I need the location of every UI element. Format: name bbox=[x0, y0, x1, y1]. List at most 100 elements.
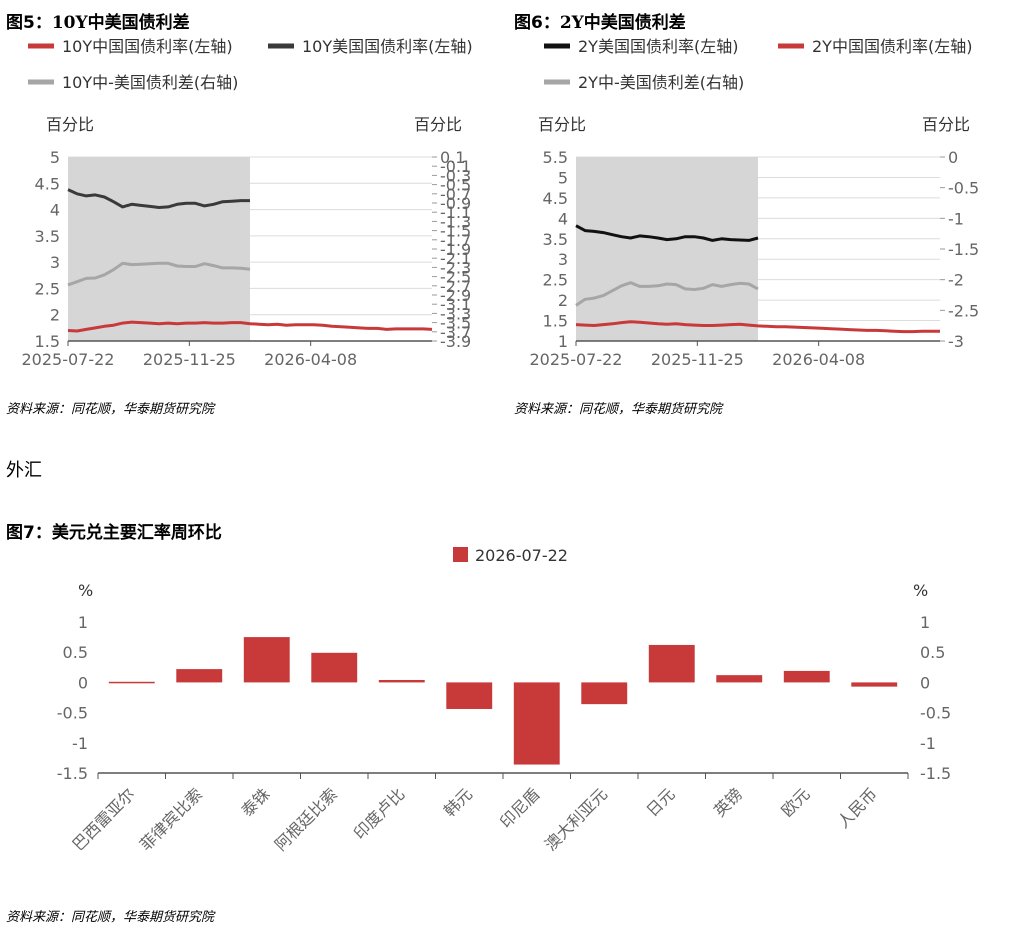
x-tick-label: 2025-11-25 bbox=[651, 350, 744, 369]
figure-5-title-prefix: 图5： bbox=[6, 13, 52, 33]
category-label: 欧元 bbox=[778, 784, 814, 820]
series-line-2 bbox=[575, 320, 940, 334]
bar-11 bbox=[783, 670, 830, 683]
legend-label-3: 10Y中-美国债利差(右轴) bbox=[62, 73, 238, 92]
series-line-3 bbox=[67, 261, 251, 287]
figure-5-source: 资料来源：同花顺，华泰期货研究院 bbox=[6, 402, 215, 417]
legend-label-2: 2Y中国国债利率(左轴) bbox=[812, 37, 972, 56]
right-tick-label: -1 bbox=[948, 209, 964, 228]
right-tick-label: -0.7 bbox=[440, 185, 471, 204]
x-tick-label: 2026-04-08 bbox=[772, 350, 865, 369]
left-tick-label: 2 bbox=[50, 306, 60, 325]
right-tick-label: -0.9 bbox=[440, 194, 471, 213]
right-tick-label: -3.5 bbox=[440, 314, 471, 333]
right-axis-unit: % bbox=[913, 581, 928, 600]
left-axis-unit: 百分比 bbox=[46, 115, 94, 134]
right-tick-label: -3.3 bbox=[440, 304, 471, 323]
left-tick-label: 3.5 bbox=[35, 227, 60, 246]
figure-7-source: 资料来源：同花顺，华泰期货研究院 bbox=[6, 910, 215, 925]
bar-6 bbox=[446, 682, 493, 709]
bar-7 bbox=[513, 682, 560, 765]
right-tick-label: -3 bbox=[948, 332, 964, 351]
figure-6-title: 图6：2Y中美国债利差 bbox=[514, 8, 686, 33]
left-tick-label: 5 bbox=[558, 168, 568, 187]
category-label: 澳大利亚元 bbox=[541, 784, 611, 854]
left-tick-label: -0.5 bbox=[57, 704, 88, 723]
right-tick-label: -3.7 bbox=[440, 323, 471, 342]
series-line-1 bbox=[67, 320, 433, 333]
category-label: 日元 bbox=[643, 784, 679, 820]
right-tick-label: -1.9 bbox=[440, 240, 471, 259]
right-tick-label: -1.5 bbox=[440, 222, 471, 241]
right-tick-label: 0.5 bbox=[920, 643, 945, 662]
right-tick-label: -2.7 bbox=[440, 277, 471, 296]
x-tick-label: 2025-07-22 bbox=[22, 350, 115, 369]
left-tick-label: 3 bbox=[558, 250, 568, 269]
left-tick-label: 2.5 bbox=[543, 271, 568, 290]
right-tick-label: -2 bbox=[948, 271, 964, 290]
left-tick-label: 4 bbox=[50, 201, 60, 220]
left-tick-label: 5.5 bbox=[543, 148, 568, 167]
shaded-region bbox=[576, 157, 758, 341]
figure-6-title-prefix: 图6： bbox=[514, 13, 560, 33]
bar-1 bbox=[108, 681, 155, 684]
left-tick-label: 3.5 bbox=[543, 230, 568, 249]
left-tick-label: 4 bbox=[558, 209, 568, 228]
left-tick-label: 2.5 bbox=[35, 279, 60, 298]
right-tick-label: 1 bbox=[920, 613, 930, 632]
right-tick-label: -1.5 bbox=[948, 240, 979, 259]
legend-swatch bbox=[453, 547, 468, 562]
left-tick-label: 0.5 bbox=[63, 643, 88, 662]
x-tick-label: 2025-11-25 bbox=[143, 350, 236, 369]
figure-7-title: 图7：美元兑主要汇率周环比 bbox=[6, 523, 222, 543]
bar-3 bbox=[243, 637, 290, 683]
figure-6-source: 资料来源：同花顺，华泰期货研究院 bbox=[514, 402, 723, 417]
right-tick-label: -2.9 bbox=[440, 286, 471, 305]
right-tick-label: -0.5 bbox=[948, 179, 979, 198]
left-tick-label: 3 bbox=[50, 253, 60, 272]
left-tick-label: 1.5 bbox=[543, 312, 568, 331]
series-line-1 bbox=[575, 224, 759, 242]
left-tick-label: 1 bbox=[558, 332, 568, 351]
category-label: 巴西雷亚尔 bbox=[69, 784, 139, 854]
legend-label: 2026-07-22 bbox=[475, 546, 568, 565]
bar-12 bbox=[851, 682, 898, 687]
figure-5-title: 图5：10Y中美国债利差 bbox=[6, 8, 190, 33]
right-tick-label: -2.1 bbox=[440, 249, 471, 268]
category-label: 英镑 bbox=[710, 784, 746, 820]
right-axis-unit: 百分比 bbox=[414, 115, 462, 134]
right-tick-label: 0 bbox=[948, 148, 958, 167]
category-label: 泰铢 bbox=[238, 784, 274, 820]
right-tick-label: -2.5 bbox=[440, 268, 471, 287]
legend-label-1: 10Y中国国债利率(左轴) bbox=[62, 37, 233, 56]
bar-4 bbox=[311, 652, 358, 683]
series-line-3 bbox=[575, 281, 759, 307]
bar-10 bbox=[716, 675, 763, 683]
figure-5-title-main: 10Y中美国债利差 bbox=[51, 13, 190, 33]
category-label: 印度卢比 bbox=[350, 784, 409, 843]
right-tick-label: -1.7 bbox=[440, 231, 471, 250]
legend-label-3: 2Y中-美国债利差(右轴) bbox=[578, 73, 744, 92]
right-tick-label: -1.3 bbox=[440, 212, 471, 231]
right-tick-label: -1.1 bbox=[440, 203, 471, 222]
right-tick-label: -1.5 bbox=[920, 764, 951, 783]
legend-label-2: 10Y美国国债利率(左轴) bbox=[302, 37, 473, 56]
right-tick-label: -0.5 bbox=[440, 176, 471, 195]
right-axis-unit: 百分比 bbox=[922, 115, 970, 134]
bar-8 bbox=[581, 682, 628, 705]
bar-5 bbox=[378, 679, 425, 683]
right-tick-label: 0.1 bbox=[440, 148, 465, 167]
right-tick-label: -1 bbox=[920, 734, 936, 753]
x-tick-label: 2026-04-08 bbox=[264, 350, 357, 369]
left-axis-unit: % bbox=[78, 581, 93, 600]
left-tick-label: -1.5 bbox=[57, 764, 88, 783]
left-tick-label: 5 bbox=[50, 148, 60, 167]
right-tick-label: -0.5 bbox=[920, 704, 951, 723]
right-tick-label: -2.3 bbox=[440, 258, 471, 277]
series-line-2 bbox=[67, 188, 250, 209]
right-tick-label: -0.1 bbox=[440, 157, 471, 176]
right-tick-label: -3.9 bbox=[440, 332, 471, 351]
